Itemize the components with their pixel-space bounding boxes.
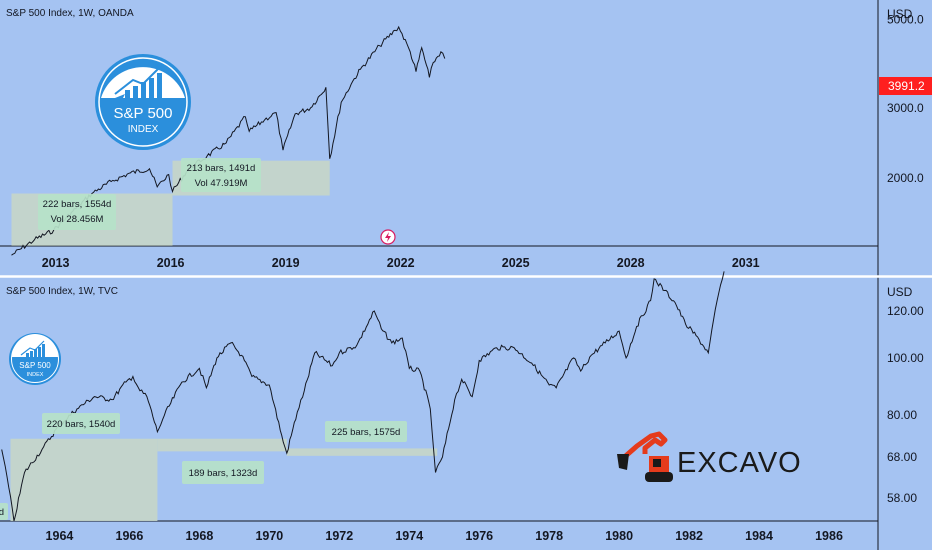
price-label: 5000.0 xyxy=(887,13,924,27)
top-time-axis[interactable]: 2013 2016 2019 2022 2025 2028 2031 xyxy=(42,256,760,270)
excavo-text: EXCAVO xyxy=(677,447,802,479)
top-price-axis[interactable]: USD 5000.0 3000.0 2000.0 3991.2 xyxy=(879,7,932,185)
price-label: 100.00 xyxy=(887,351,924,365)
logo-top-half-small xyxy=(12,334,58,357)
top-chart-pane[interactable]: S&P 500 Index, 1W, OANDA 222 bars, 1554d… xyxy=(6,8,446,256)
bottom-pane-title: S&P 500 Index, 1W, TVC xyxy=(6,286,118,297)
time-label: 1968 xyxy=(185,529,213,543)
lightning-icon[interactable] xyxy=(380,229,396,245)
excavo-watermark: EXCAVO xyxy=(617,431,802,482)
annotation-line1: 225 bars, 1575d xyxy=(332,427,401,438)
annotation-line1: 220 bars, 1540d xyxy=(47,419,116,430)
bottom-chart-pane[interactable]: S&P 500 Index, 1W, TVC 220 bars, 1540d 18… xyxy=(0,271,802,522)
last-price-tag-bg xyxy=(879,77,932,95)
annotation-line2: Vol 47.919M xyxy=(195,178,248,189)
logo-subtitle: INDEX xyxy=(128,124,159,135)
bottom-annotations: 220 bars, 1540d 189 bars, 1323d 225 bars, … xyxy=(0,413,407,520)
time-label: 1970 xyxy=(255,529,283,543)
measure-annotation: 225 bars, 1575d xyxy=(325,421,407,442)
bottom-price-axis[interactable]: USD 120.00 100.00 80.00 68.00 58.00 xyxy=(887,285,924,505)
top-currency-label: USD xyxy=(887,7,913,21)
annotation-bg xyxy=(325,421,407,442)
sp500-logo-top: S&P 500 INDEX xyxy=(95,54,191,150)
measure-annotation: 222 bars, 1554d Vol 28.456M xyxy=(38,194,116,230)
logo-title: S&P 500 xyxy=(114,105,173,122)
annotation-bg xyxy=(42,413,120,434)
price-label: 3000.0 xyxy=(887,101,924,115)
time-label: 2019 xyxy=(272,256,300,270)
annotation-line1: d xyxy=(0,507,4,518)
last-price-value: 3991.2 xyxy=(888,79,925,93)
bar-chart-growth-icon xyxy=(114,64,163,98)
bottom-price-line xyxy=(1,271,725,522)
price-label: 58.00 xyxy=(887,491,917,505)
price-label: 2000.0 xyxy=(887,171,924,185)
measure-annotation: d xyxy=(0,503,8,520)
time-label: 1978 xyxy=(535,529,563,543)
range-box xyxy=(10,438,158,521)
measure-annotation: 213 bars, 1491d Vol 47.919M xyxy=(181,158,261,192)
annotation-line2: Vol 28.456M xyxy=(51,214,104,225)
price-label: 80.00 xyxy=(887,408,917,422)
range-box xyxy=(157,438,287,452)
bar-chart-growth-icon xyxy=(20,340,45,357)
time-label: 1986 xyxy=(815,529,843,543)
price-label: 68.00 xyxy=(887,450,917,464)
bottom-time-axis[interactable]: 1964 1966 1968 1970 1972 1974 1976 1978 1980 1982… xyxy=(46,529,843,543)
annotation-bg xyxy=(0,503,8,520)
logo-subtitle-small: INDEX xyxy=(27,372,44,378)
price-label: 120.00 xyxy=(887,304,924,318)
measure-annotation: 189 bars, 1323d xyxy=(182,461,264,484)
annotation-bg xyxy=(181,158,261,192)
logo-title-small: S&P 500 xyxy=(19,361,51,370)
range-box xyxy=(286,448,438,456)
time-label: 2022 xyxy=(387,256,415,270)
time-label: 1980 xyxy=(605,529,633,543)
annotation-line1: 189 bars, 1323d xyxy=(189,468,258,479)
time-label: 1974 xyxy=(395,529,423,543)
last-price-tag: 3991.2 xyxy=(879,77,932,95)
measure-annotation: 220 bars, 1540d xyxy=(42,413,120,434)
bottom-price-labels: 120.00 100.00 80.00 68.00 58.00 xyxy=(887,304,924,505)
top-price-labels: 5000.0 3000.0 2000.0 xyxy=(887,13,924,185)
time-label: 1976 xyxy=(465,529,493,543)
annotation-bg xyxy=(182,461,264,484)
logo-ring xyxy=(98,57,188,147)
time-label: 1972 xyxy=(325,529,353,543)
time-label: 1964 xyxy=(46,529,74,543)
time-label: 2028 xyxy=(617,256,645,270)
top-pane-title: S&P 500 Index, 1W, OANDA xyxy=(6,8,134,19)
annotation-bg xyxy=(38,194,116,230)
annotation-line1: 213 bars, 1491d xyxy=(187,163,256,174)
time-label: 2016 xyxy=(157,256,185,270)
time-label: 2025 xyxy=(502,256,530,270)
top-annotations: 222 bars, 1554d Vol 28.456M 213 bars, 1491… xyxy=(38,158,261,230)
time-label: 2031 xyxy=(732,256,760,270)
time-label: 1966 xyxy=(116,529,144,543)
bottom-currency-label: USD xyxy=(887,285,913,299)
excavator-icon xyxy=(617,431,673,482)
annotation-line1: 222 bars, 1554d xyxy=(43,199,112,210)
bottom-range-boxes xyxy=(10,438,438,521)
time-label: 2013 xyxy=(42,256,70,270)
sp500-logo-bottom: S&P 500 INDEX xyxy=(9,333,61,385)
time-label: 1982 xyxy=(675,529,703,543)
time-label: 1984 xyxy=(745,529,773,543)
